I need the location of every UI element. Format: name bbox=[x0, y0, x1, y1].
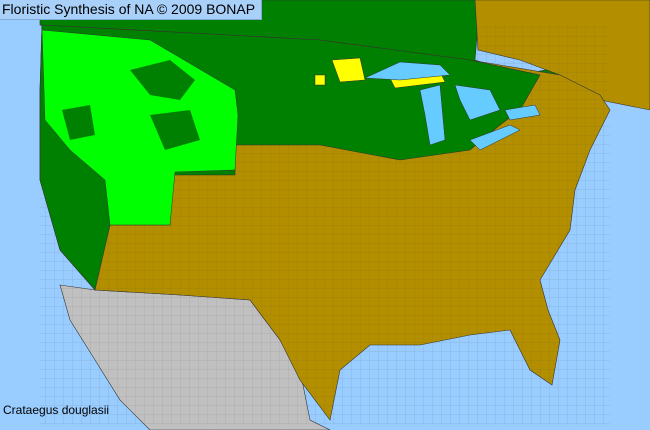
native-county-patch bbox=[62, 105, 95, 140]
map-title: Floristic Synthesis of NA © 2009 BONAP bbox=[0, 0, 263, 20]
great-lakes bbox=[364, 61, 541, 151]
native-county-patch bbox=[150, 110, 200, 150]
native-county-patch bbox=[130, 60, 195, 100]
species-name: Crataegus douglasii bbox=[3, 403, 110, 417]
